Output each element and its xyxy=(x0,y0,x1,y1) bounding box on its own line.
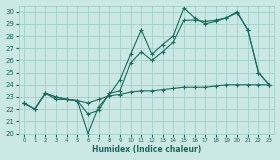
X-axis label: Humidex (Indice chaleur): Humidex (Indice chaleur) xyxy=(92,145,201,154)
